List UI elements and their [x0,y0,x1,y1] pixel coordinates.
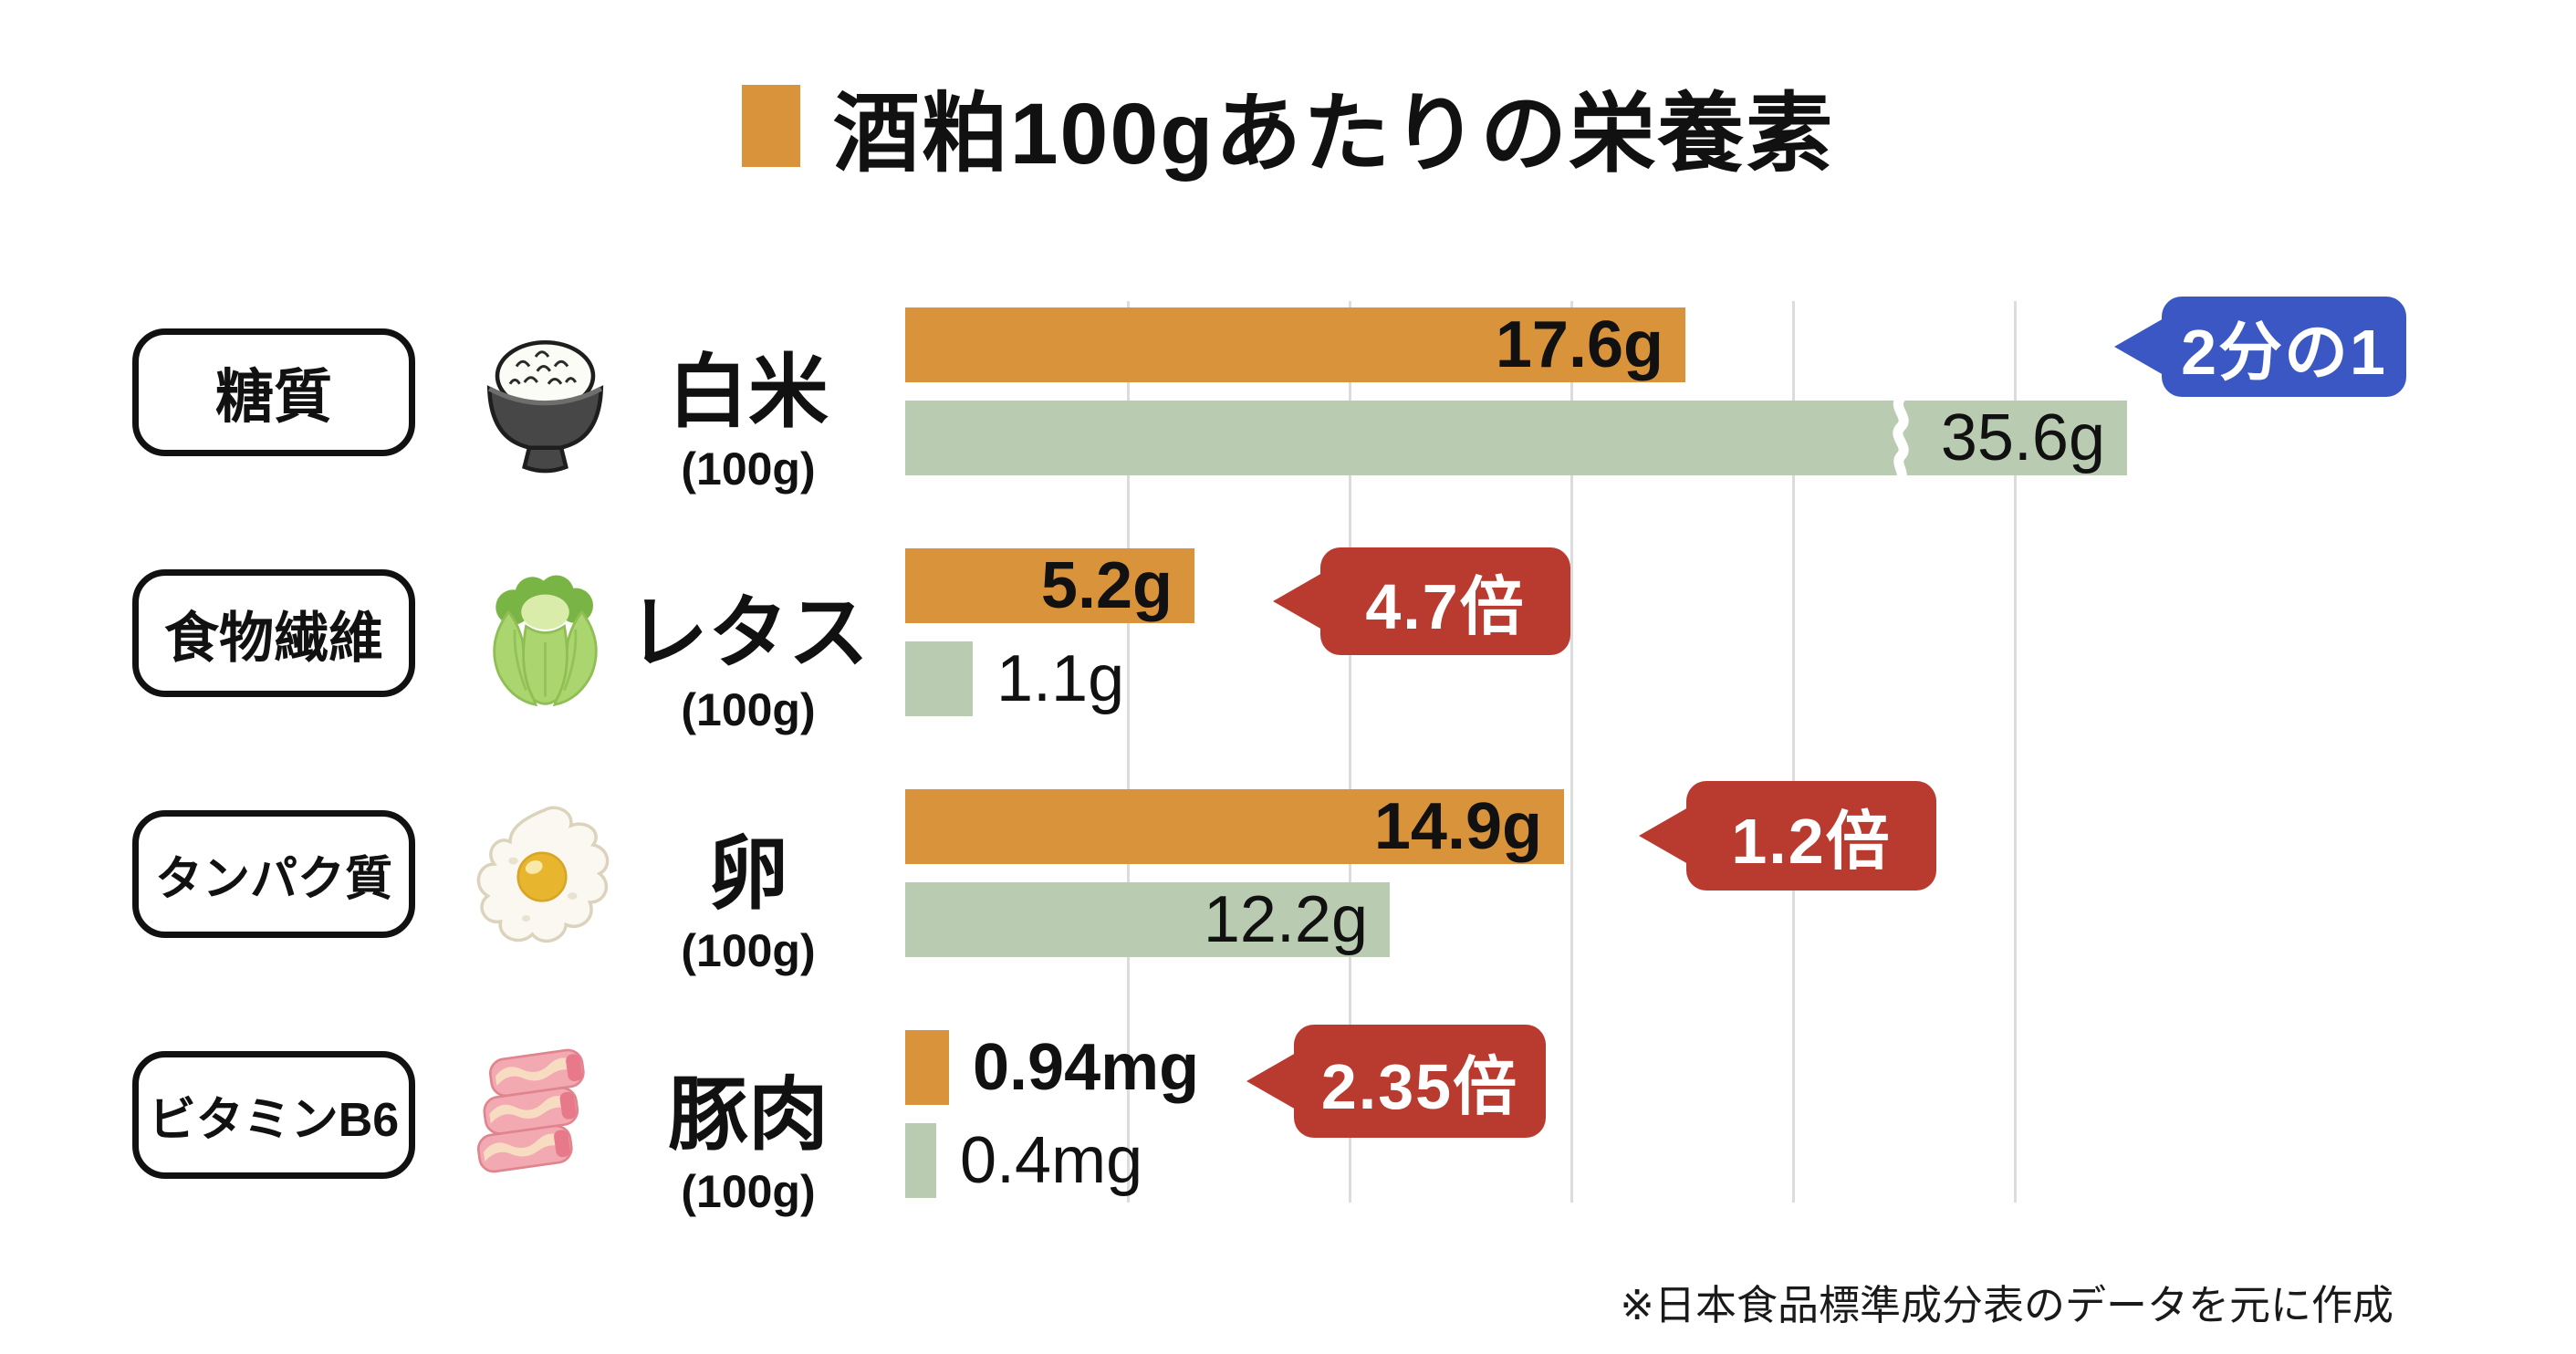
axis-break-squiggle [1893,397,1909,479]
food-amount: (100g) [681,1165,816,1217]
food-icon [461,1041,630,1201]
pork-icon [476,1048,585,1173]
comparison-bar [905,1123,936,1198]
food-info: 豚肉 (100g) [593,1074,903,1218]
comparison-value: 12.2g [1203,883,1368,956]
gridline [2014,301,2017,1203]
gridline [1349,301,1351,1203]
food-icon [461,800,630,960]
food-name: レタス [627,588,869,678]
ratio-text: 1.2倍 [1731,805,1892,877]
sake-kasu-value: 14.9g [1373,790,1542,863]
food-name: 白米 [667,347,829,437]
chart-title-block: 酒粕100gあたりの栄養素 [0,75,2576,182]
comparison-value: 35.6g [1940,401,2105,474]
food-amount: (100g) [681,683,816,735]
category-label: 食物繊維 [164,607,383,669]
sake-kasu-bar [905,1030,949,1105]
sake-kasu-bar: 5.2g [905,548,1194,623]
sake-kasu-bar: 14.9g [905,789,1564,864]
category-box: 糖質 [132,328,415,456]
chart-title: 酒粕100gあたりの栄養素 [832,85,1835,182]
fried-egg-icon [476,806,610,943]
food-info: 卵 (100g) [593,833,903,977]
badge-arrow-left-icon [1246,1053,1296,1109]
gridline [1127,301,1130,1203]
comparison-bar: 35.6g [905,397,2127,479]
ratio-badge: 2.35倍 [1294,1025,1546,1138]
lettuce-icon [493,575,598,707]
sake-kasu-bar: 17.6g [905,307,1685,382]
badge-arrow-left-icon [1273,573,1322,630]
sake-kasu-value: 5.2g [1040,549,1173,622]
ratio-badge: 1.2倍 [1686,781,1936,891]
comparison-value: 1.1g [996,642,1125,715]
sake-kasu-value: 17.6g [1495,308,1663,381]
category-label: タンパク質 [154,852,392,906]
gridline [1792,301,1795,1203]
comparison-value: 0.4mg [960,1124,1143,1197]
comparison-bar [905,641,973,716]
food-amount: (100g) [681,924,816,976]
category-label: ビタミンB6 [148,1093,400,1147]
category-label: 糖質 [215,364,332,430]
category-box: 食物繊維 [132,569,415,697]
category-box: ビタミンB6 [132,1051,415,1179]
ratio-text: 2分の1 [2181,316,2387,388]
legend-swatch [741,85,800,167]
food-amount: (100g) [681,443,816,495]
food-info: レタス (100g) [593,592,903,736]
source-note: ※日本食品標準成分表のデータを元に作成 [1620,1282,2393,1328]
food-name: 卵 [707,828,788,919]
food-name: 豚肉 [667,1069,829,1160]
category-box: タンパク質 [132,810,415,938]
food-icon [461,318,630,478]
badge-arrow-left-icon [1639,807,1688,864]
sake-kasu-value: 0.94mg [973,1031,1200,1104]
gridline [1570,301,1573,1203]
ratio-badge: 2分の1 [2162,297,2406,397]
badge-arrow-left-icon [2114,318,2164,375]
ratio-text: 4.7倍 [1365,570,1526,642]
food-icon [461,559,630,719]
food-info: 白米 (100g) [593,351,903,495]
comparison-bar: 12.2g [905,882,1390,957]
ratio-badge: 4.7倍 [1320,547,1570,655]
rice-bowl-icon [486,339,604,474]
